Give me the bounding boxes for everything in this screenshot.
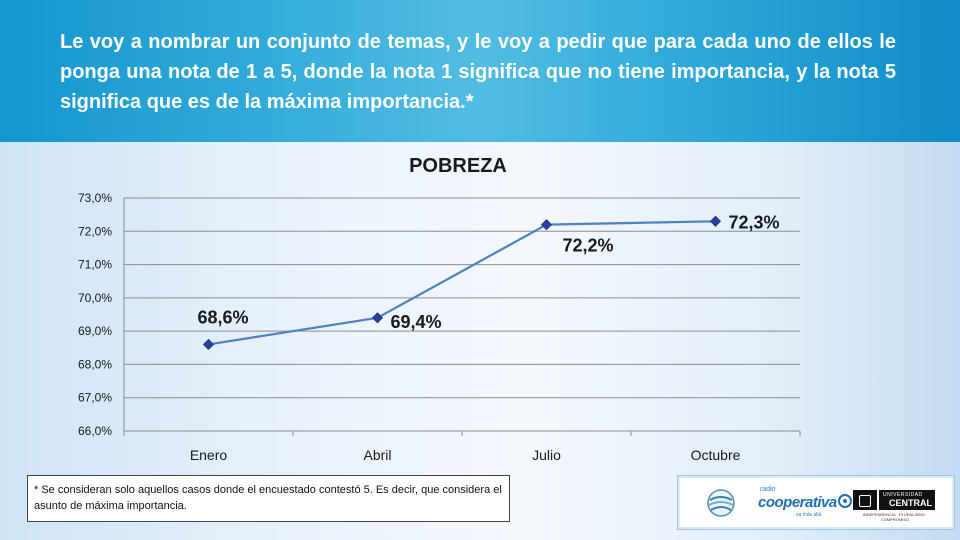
chart-title: POBREZA	[409, 155, 507, 177]
cooperativa-logo: radio cooperativa va más allá	[756, 484, 841, 522]
y-tick-label: 67,0%	[78, 391, 112, 405]
ucentral-motto: INDEPENDENCIA · PLURALISMO · COMPROMISO	[862, 512, 928, 522]
data-label: 68,6%	[198, 307, 249, 327]
sponsor-logos: radio cooperativa va más allá UNIVERSIDA…	[677, 475, 955, 530]
data-point	[371, 312, 384, 324]
data-point	[709, 215, 722, 227]
series-line	[208, 220, 716, 346]
cooperativa-tagline: va más allá	[796, 512, 822, 518]
ucentral-top-text: UNIVERSIDAD	[883, 492, 923, 498]
ucentral-wordmark: UNIVERSIDAD CENTRAL	[879, 490, 935, 510]
x-tick-label: Enero	[190, 447, 228, 463]
y-tick-label: 71,0%	[78, 258, 112, 272]
survey-question: Le voy a nombrar un conjunto de temas, y…	[60, 31, 896, 113]
footnote-text: * Se consideran solo aquellos casos dond…	[34, 484, 502, 512]
ucentral-name: CENTRAL	[889, 498, 932, 508]
y-tick-label: 72,0%	[78, 224, 112, 238]
x-tick-label: Abril	[363, 447, 391, 463]
x-tick-label: Octubre	[691, 447, 741, 463]
data-point	[540, 219, 553, 231]
y-tick-label: 70,0%	[78, 291, 112, 305]
y-tick-label: 66,0%	[78, 424, 112, 438]
ucentral-logo: UNIVERSIDAD CENTRAL INDEPENDENCIA · PLUR…	[853, 486, 937, 522]
data-label: 72,2%	[563, 236, 614, 256]
data-label: 72,3%	[729, 212, 780, 232]
cooperativa-name: cooperativa	[758, 494, 837, 511]
y-tick-label: 73,0%	[78, 191, 112, 205]
y-tick-label: 68,0%	[78, 357, 112, 371]
ucentral-emblem-icon	[853, 490, 877, 510]
cooperativa-swirl-icon	[838, 494, 852, 508]
cooperativa-small-text: radio	[760, 486, 776, 493]
footnote-box: * Se consideran solo aquellos casos dond…	[27, 475, 510, 522]
y-tick-label: 69,0%	[78, 324, 112, 338]
header-banner: Le voy a nombrar un conjunto de temas, y…	[0, 0, 960, 142]
data-label: 69,4%	[391, 312, 442, 332]
data-point	[202, 338, 215, 351]
cadem-globe-icon	[707, 489, 735, 517]
x-tick-label: Julio	[532, 447, 561, 463]
